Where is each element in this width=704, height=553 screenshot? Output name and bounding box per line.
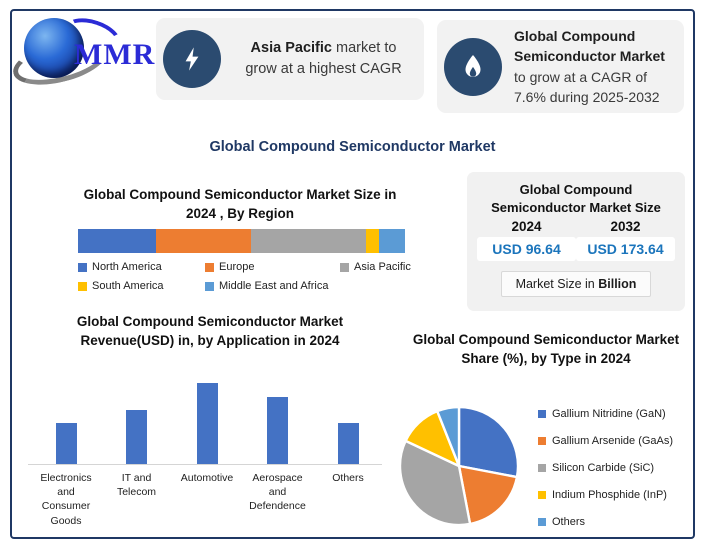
- pie-legend-swatch-gallium-arsenide-gaas: [538, 436, 546, 445]
- application-label-others: Others: [332, 472, 364, 484]
- banner-cagr: Global Compound Semiconductor Market to …: [437, 20, 684, 113]
- banner-asia-pacific-text: Asia Pacific market to grow at a highest…: [221, 34, 424, 84]
- type-pie-chart: [396, 403, 522, 529]
- market-size-note-prefix: Market Size in: [515, 277, 599, 292]
- region-segment-asia-pacific: [251, 229, 366, 253]
- pie-legend-swatch-gallium-nitridine-gan: [538, 409, 546, 418]
- market-size-panel: Global Compound Semiconductor Market Siz…: [467, 172, 685, 311]
- page-title: Global Compound Semiconductor Market: [209, 139, 496, 155]
- legend-label-south-america: South America: [92, 280, 164, 292]
- pie-legend-item-gallium-arsenide-gaas: Gallium Arsenide (GaAs): [538, 427, 693, 454]
- market-size-value-2024: USD 96.64: [477, 237, 576, 262]
- market-size-columns: 2024 USD 96.64 2032 USD 173.64: [477, 219, 675, 262]
- lightning-icon-glyph: [185, 47, 199, 71]
- application-label-electronics-and-consumer-goods: Electronics and Consumer Goods: [40, 472, 92, 527]
- legend-item-middle-east-and-africa: Middle East and Africa: [205, 280, 340, 292]
- region-legend: North America Europe Asia Pacific South Ame…: [78, 261, 411, 292]
- mmr-logo: MMR: [8, 11, 156, 94]
- pie-legend-swatch-silicon-carbide-sic: [538, 463, 546, 472]
- type-chart-title: Global Compound Semiconductor Market Sha…: [412, 332, 680, 366]
- legend-label-asia-pacific: Asia Pacific: [354, 261, 411, 273]
- pie-slice-gallium-arsenide-gaas: [457, 464, 519, 526]
- application-bar-slot-electronics-and-consumer-goods: [33, 423, 99, 464]
- application-bar-it-and-telecom: [126, 410, 147, 464]
- logo-text: MMR: [74, 38, 156, 71]
- pie-legend-label-gallium-arsenide-gaas: Gallium Arsenide (GaAs): [552, 434, 674, 447]
- region-segment-south-america: [365, 229, 379, 253]
- market-size-panel-title: Global Compound Semiconductor Market Siz…: [491, 182, 661, 215]
- banner-cagr-text: Global Compound Semiconductor Market to …: [502, 22, 684, 111]
- pie-legend-item-others: Others: [538, 508, 693, 535]
- application-x-axis: [28, 464, 382, 465]
- pie-legend-item-silicon-carbide-sic: Silicon Carbide (SiC): [538, 454, 693, 481]
- banner-asia-pacific-rest: market to grow at a highest CAGR: [245, 39, 402, 77]
- pie-legend-label-others: Others: [552, 515, 586, 528]
- application-label-automotive: Automotive: [180, 472, 234, 484]
- legend-swatch-europe: [205, 262, 214, 272]
- legend-swatch-south-america: [78, 281, 87, 291]
- legend-item-europe: Europe: [205, 261, 340, 273]
- application-labels: Electronics and Consumer Goods IT and Tel…: [33, 471, 381, 528]
- pie-slice-others: [436, 405, 461, 468]
- application-bar-electronics-and-consumer-goods: [55, 423, 77, 464]
- market-size-note-unit: Billion: [598, 277, 637, 292]
- globe-icon: [24, 18, 84, 78]
- pie-legend-swatch-indium-phosphide-inp: [538, 490, 546, 499]
- flame-icon-glyph: [465, 54, 481, 77]
- banner-asia-pacific: Asia Pacific market to grow at a highest…: [156, 18, 424, 100]
- banner-asia-pacific-highlight: Asia Pacific: [250, 39, 332, 56]
- region-stacked-bar: [78, 229, 405, 253]
- legend-label-europe: Europe: [219, 261, 255, 273]
- application-bar-slot-others: [315, 423, 381, 464]
- pie-legend-label-indium-phosphide-inp: Indium Phosphide (InP): [552, 488, 667, 501]
- region-segment-north-america: [78, 229, 157, 253]
- application-bar-slot-aerospace-and-defendence: [245, 397, 311, 464]
- pie-legend-label-gallium-nitridine-gan: Gallium Nitridine (GaN): [552, 407, 666, 420]
- legend-item-asia-pacific: Asia Pacific: [340, 261, 411, 273]
- application-bars: [33, 382, 381, 464]
- legend-item-north-america: North America: [78, 261, 205, 273]
- banner-cagr-rest: to grow at a CAGR of 7.6% during 2025-20…: [514, 68, 660, 105]
- region-chart-title: Global Compound Semiconductor Market Siz…: [83, 187, 397, 221]
- pie-slice-gallium-nitridine-gan: [457, 405, 520, 479]
- market-size-value-2032: USD 173.64: [576, 237, 675, 262]
- application-bar-automotive: [196, 383, 218, 464]
- application-bar-slot-automotive: [174, 383, 240, 464]
- region-segment-middle-east-and-africa: [378, 229, 405, 253]
- banner-cagr-highlight: Global Compound Semiconductor Market: [514, 27, 665, 65]
- region-segment-europe: [156, 229, 252, 253]
- market-size-year-2024: 2024: [511, 219, 542, 235]
- market-size-note: Market Size in Billion: [500, 271, 652, 298]
- type-pie-svg: [398, 405, 520, 527]
- legend-item-south-america: South America: [78, 280, 205, 292]
- market-size-year-2032: 2032: [610, 219, 641, 235]
- legend-swatch-middle-east-and-africa: [205, 281, 214, 291]
- application-label-aerospace-and-defendence: Aerospace and Defendence: [249, 472, 306, 513]
- pie-legend-label-silicon-carbide-sic: Silicon Carbide (SiC): [552, 461, 655, 474]
- lightning-icon: [163, 30, 221, 88]
- pie-legend-item-gallium-nitridine-gan: Gallium Nitridine (GaN): [538, 400, 693, 427]
- pie-legend-item-indium-phosphide-inp: Indium Phosphide (InP): [538, 481, 693, 508]
- market-size-col-2032: 2032 USD 173.64: [576, 219, 675, 262]
- application-bar-slot-it-and-telecom: [104, 410, 170, 464]
- legend-label-north-america: North America: [92, 261, 162, 273]
- type-pie-legend: Gallium Nitridine (GaN) Gallium Arsenide …: [538, 400, 693, 535]
- pie-slice-silicon-carbide-sic: [398, 439, 472, 527]
- legend-swatch-north-america: [78, 262, 87, 272]
- application-bar-others: [337, 423, 359, 464]
- legend-label-middle-east-and-africa: Middle East and Africa: [219, 280, 329, 292]
- application-label-it-and-telecom: IT and Telecom: [116, 472, 157, 499]
- legend-swatch-asia-pacific: [340, 262, 349, 272]
- flame-icon: [444, 37, 502, 96]
- application-bar-aerospace-and-defendence: [267, 397, 288, 464]
- market-size-col-2024: 2024 USD 96.64: [477, 219, 576, 262]
- application-chart-title: Global Compound Semiconductor Market Rev…: [76, 314, 344, 348]
- pie-legend-swatch-others: [538, 517, 546, 526]
